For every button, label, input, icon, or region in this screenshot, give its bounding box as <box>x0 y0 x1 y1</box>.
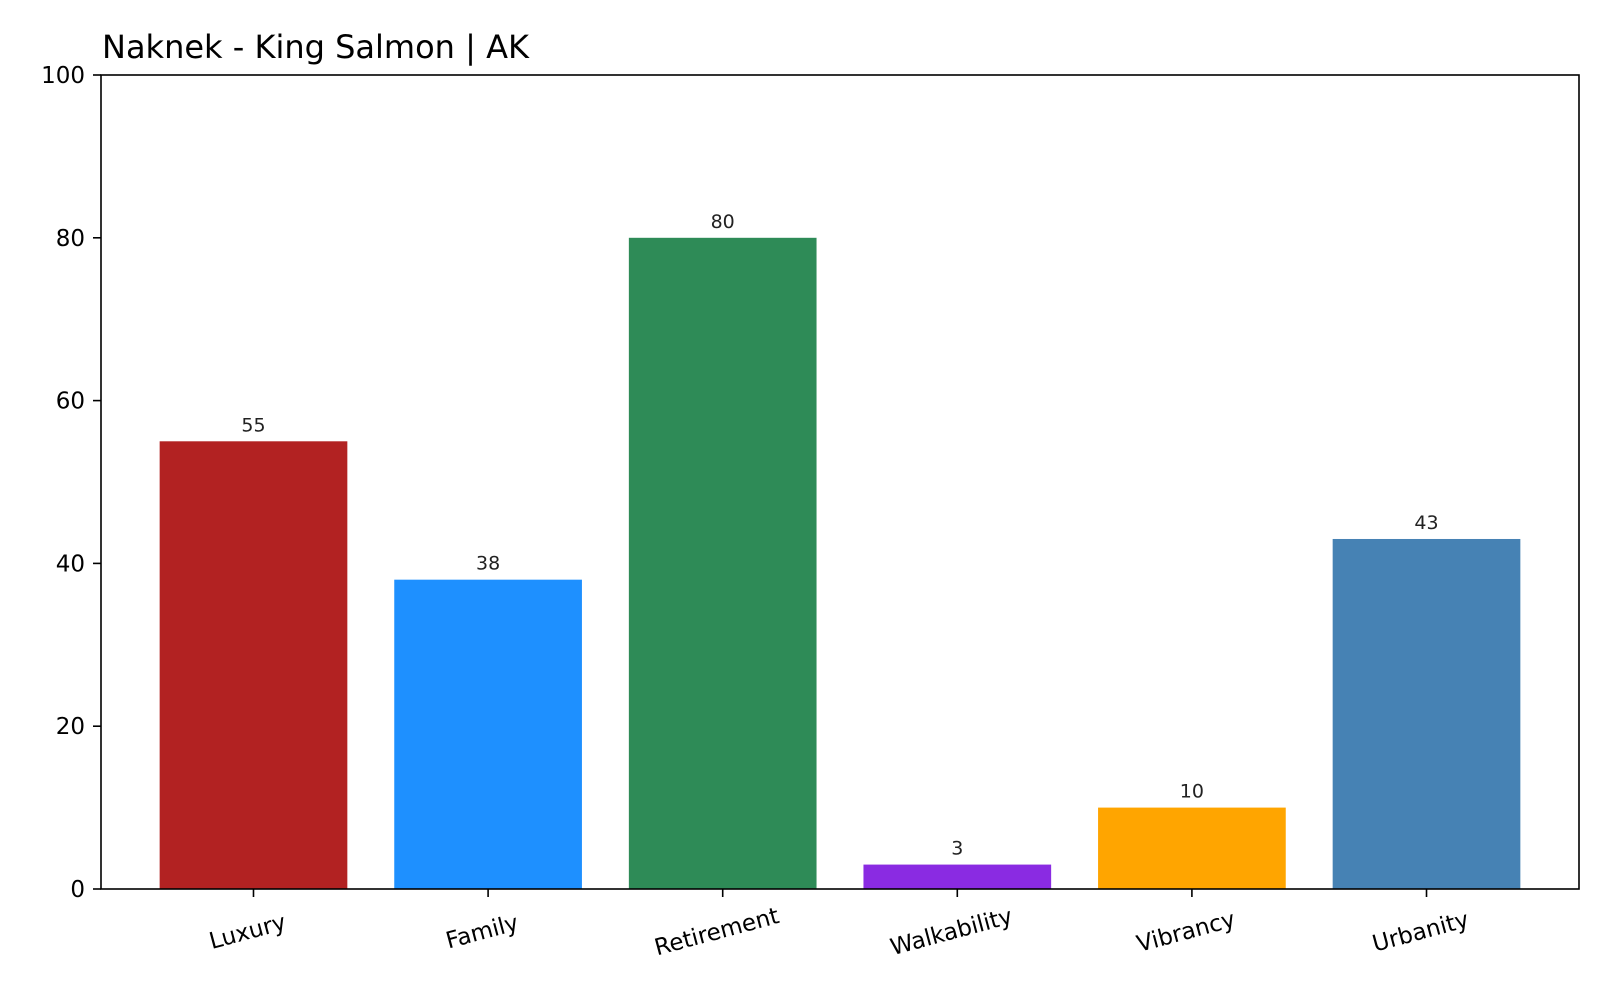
bar-urbanity <box>1332 538 1521 889</box>
x-tick-label-urbanity: Urbanity <box>1370 907 1472 958</box>
bar-vibrancy <box>1098 807 1286 889</box>
value-label-luxury: 55 <box>241 414 265 436</box>
bars-layer <box>159 237 1521 890</box>
y-tick-label-0: 0 <box>70 877 85 903</box>
bar-walkability <box>863 864 1052 889</box>
value-label-urbanity: 43 <box>1414 512 1438 534</box>
bar-family <box>394 579 582 889</box>
y-tick-label-40: 40 <box>56 551 85 577</box>
value-label-vibrancy: 10 <box>1180 781 1204 803</box>
plot-frame <box>100 74 1580 890</box>
x-tick-label-walkability: Walkability <box>888 903 1016 961</box>
value-labels-layer: 55 38 80 3 10 43 <box>241 211 1438 860</box>
value-label-walkability: 3 <box>951 838 963 860</box>
value-label-retirement: 80 <box>711 211 735 233</box>
x-axis: Luxury Family Retirement Walkability Vibranc… <box>207 889 1472 961</box>
chart-title: Naknek - King Salmon | AK <box>102 28 530 66</box>
x-tick-label-vibrancy: Vibrancy <box>1134 907 1238 958</box>
value-label-family: 38 <box>476 553 500 575</box>
y-tick-label-100: 100 <box>41 63 85 89</box>
y-tick-label-60: 60 <box>56 389 85 415</box>
x-tick-label-retirement: Retirement <box>652 903 782 961</box>
x-tick-label-family: Family <box>443 910 521 954</box>
bar-luxury <box>159 441 348 889</box>
y-tick-label-20: 20 <box>56 714 85 740</box>
y-axis: 0 20 40 60 80 100 <box>41 63 101 903</box>
x-tick-label-luxury: Luxury <box>207 910 289 955</box>
bar-retirement <box>628 237 817 890</box>
y-tick-label-80: 80 <box>56 226 85 252</box>
